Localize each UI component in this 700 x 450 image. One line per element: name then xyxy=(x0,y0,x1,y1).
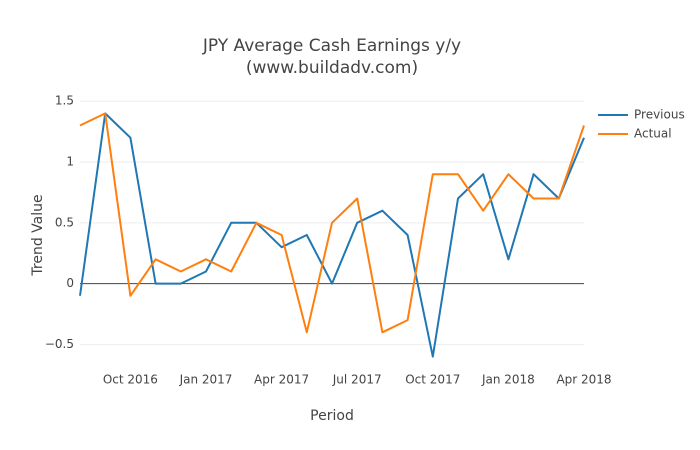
x-tick-label: Apr 2018 xyxy=(556,373,611,387)
y-tick-label: 0.5 xyxy=(55,215,74,229)
x-tick-label: Jul 2017 xyxy=(332,373,382,387)
chart-title: JPY Average Cash Earnings y/y xyxy=(202,36,461,56)
x-axis-title: Period xyxy=(310,408,354,424)
x-tick-label: Oct 2017 xyxy=(405,373,460,387)
y-tick-label: −0.5 xyxy=(45,337,74,351)
x-tick-label: Jan 2017 xyxy=(179,373,233,387)
legend-label: Actual xyxy=(634,127,672,141)
legend-label: Previous xyxy=(634,108,685,122)
y-axis-title: Trend Value xyxy=(30,194,46,276)
y-tick-label: 1 xyxy=(66,155,74,169)
series-line xyxy=(79,112,585,334)
x-tick-label: Apr 2017 xyxy=(254,373,309,387)
series-line xyxy=(79,112,585,358)
chart-subtitle: (www.buildadv.com) xyxy=(246,58,418,78)
x-tick-label: Oct 2016 xyxy=(103,373,158,387)
y-tick-label: 0 xyxy=(66,276,74,290)
x-tick-label: Jan 2018 xyxy=(481,373,535,387)
y-tick-label: 1.5 xyxy=(55,94,74,108)
